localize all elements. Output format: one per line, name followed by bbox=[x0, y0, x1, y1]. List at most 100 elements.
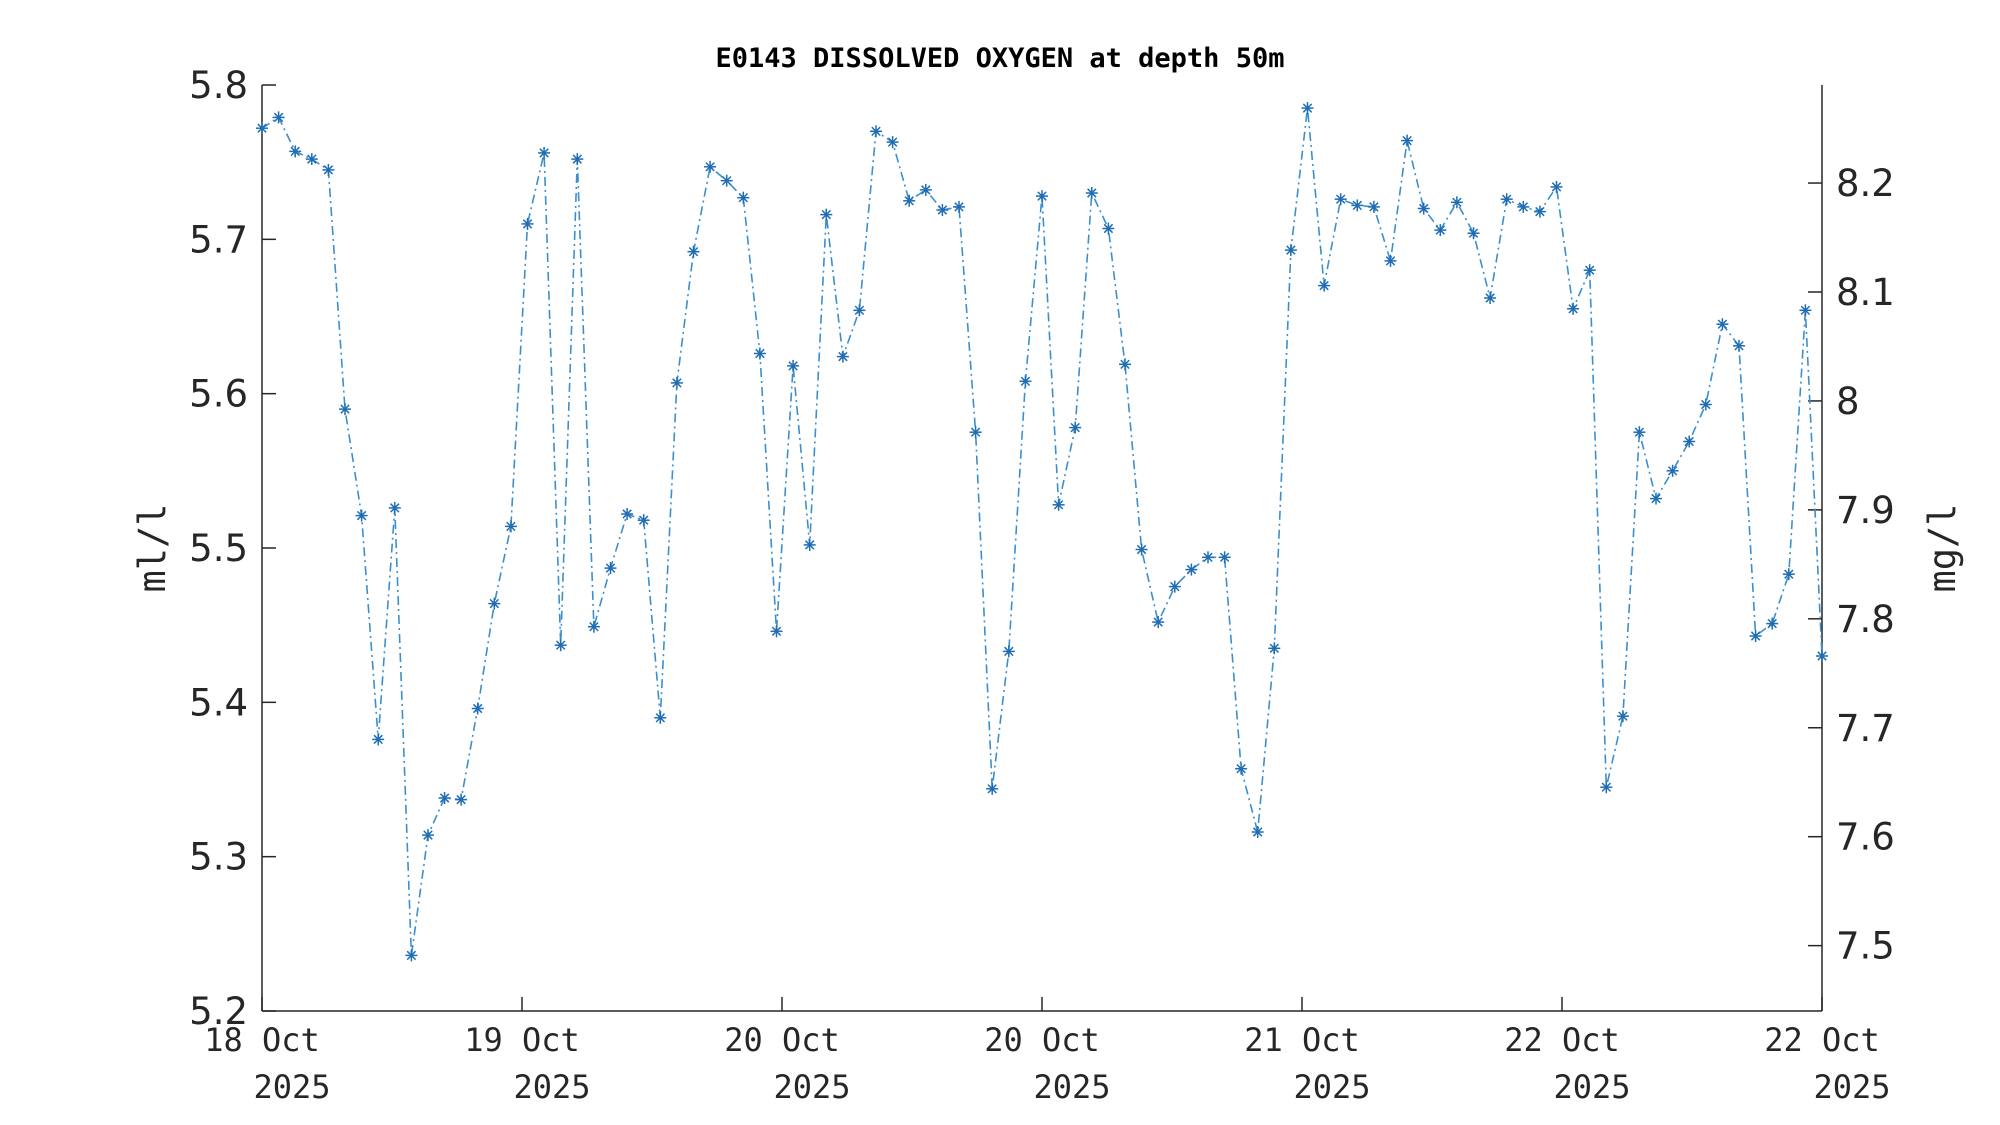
data-point-marker bbox=[986, 782, 999, 795]
x-tick-label-year: 2025 bbox=[513, 1068, 590, 1106]
right-tick-label: 8.2 bbox=[1836, 162, 1895, 205]
data-point-marker bbox=[554, 639, 567, 652]
data-point-marker bbox=[471, 702, 484, 715]
data-point-marker bbox=[1816, 650, 1828, 662]
data-point-marker bbox=[687, 245, 700, 258]
x-tick-label-day: 22 Oct bbox=[1504, 1021, 1620, 1059]
data-point-marker bbox=[538, 146, 551, 159]
x-tick-label-day: 22 Oct bbox=[1764, 1021, 1880, 1059]
data-point-marker bbox=[836, 350, 849, 363]
data-point-marker bbox=[1683, 435, 1696, 448]
data-point-marker bbox=[256, 122, 268, 135]
data-point-marker bbox=[1318, 279, 1331, 292]
data-point-marker bbox=[1284, 244, 1297, 257]
y-axis-label-left: ml/l bbox=[131, 503, 174, 592]
data-point-marker bbox=[803, 538, 816, 551]
data-point-marker bbox=[422, 829, 434, 842]
data-point-marker bbox=[504, 520, 517, 533]
data-point-marker bbox=[322, 163, 335, 176]
x-tick-label-year: 2025 bbox=[253, 1068, 330, 1106]
data-point-marker bbox=[1351, 199, 1364, 212]
data-point-marker bbox=[1583, 264, 1596, 277]
data-point-marker bbox=[405, 949, 418, 962]
data-point-marker bbox=[637, 514, 650, 527]
x-tick-label-day: 18 Oct bbox=[204, 1021, 320, 1059]
data-point-marker bbox=[1666, 464, 1679, 477]
data-point-marker bbox=[1052, 498, 1065, 511]
data-point-marker bbox=[969, 426, 982, 439]
data-point-marker bbox=[1699, 398, 1712, 411]
data-point-marker bbox=[1567, 302, 1580, 315]
data-point-marker bbox=[787, 359, 800, 372]
data-point-marker bbox=[1616, 710, 1629, 723]
data-point-marker bbox=[1782, 568, 1795, 581]
right-tick-label: 7.5 bbox=[1836, 925, 1895, 968]
data-point-marker bbox=[488, 597, 501, 610]
left-y-ticks: 5.2 5.3 5.4 5.5 5.6 5.7 5.8 bbox=[189, 64, 276, 1033]
data-point-marker bbox=[272, 111, 285, 124]
data-point-marker bbox=[1334, 193, 1347, 206]
data-point-marker bbox=[737, 191, 750, 204]
data-point-marker bbox=[1019, 375, 1032, 388]
data-point-marker bbox=[1733, 339, 1745, 352]
data-point-marker bbox=[455, 793, 468, 806]
data-point-marker bbox=[1036, 190, 1048, 203]
x-tick-label-day: 21 Oct bbox=[1244, 1021, 1360, 1059]
data-point-marker bbox=[1633, 426, 1646, 439]
x-tick-label-day: 20 Oct bbox=[984, 1021, 1100, 1059]
data-point-marker bbox=[1467, 227, 1480, 240]
left-tick-label: 5.4 bbox=[189, 681, 248, 724]
data-point-marker bbox=[1235, 762, 1248, 775]
right-y-ticks: 7.5 7.6 7.7 7.8 7.9 8 8.1 8.2 bbox=[1808, 162, 1895, 968]
data-point-marker bbox=[936, 204, 949, 216]
x-tick-label-year: 2025 bbox=[773, 1068, 850, 1106]
data-point-marker bbox=[289, 145, 302, 158]
data-point-marker bbox=[1119, 358, 1131, 371]
data-point-marker bbox=[1749, 630, 1762, 642]
data-point-marker bbox=[372, 733, 385, 746]
data-point-marker bbox=[1434, 224, 1447, 237]
data-point-marker bbox=[704, 160, 717, 173]
x-tick-label-year: 2025 bbox=[1813, 1068, 1890, 1106]
data-point-marker bbox=[1533, 205, 1546, 218]
data-point-marker bbox=[1766, 617, 1779, 630]
data-point-marker bbox=[1135, 543, 1148, 556]
data-point-marker bbox=[305, 153, 318, 166]
data-point-marker bbox=[1185, 563, 1198, 576]
data-point-marker bbox=[886, 136, 899, 149]
data-point-marker bbox=[1517, 200, 1530, 213]
data-point-marker bbox=[604, 562, 617, 575]
data-point-marker bbox=[1168, 580, 1181, 593]
right-tick-label: 8.1 bbox=[1836, 271, 1895, 314]
x-ticks: 18 Oct 2025 19 Oct 2025 20 Oct 2025 20 Oct 2025… bbox=[204, 997, 1891, 1106]
data-point-marker bbox=[870, 125, 882, 138]
data-point-marker bbox=[853, 304, 866, 317]
x-tick-label-year: 2025 bbox=[1033, 1068, 1110, 1106]
right-tick-label: 7.9 bbox=[1836, 489, 1895, 532]
left-tick-label: 5.2 bbox=[189, 990, 248, 1033]
data-point-marker bbox=[1500, 193, 1513, 206]
data-point-marker bbox=[1367, 200, 1380, 213]
axes bbox=[261, 85, 1823, 1012]
chart-title: E0143 DISSOLVED OXYGEN at depth 50m bbox=[716, 43, 1285, 74]
data-point-marker bbox=[521, 217, 534, 230]
x-tick-label-day: 19 Oct bbox=[464, 1021, 580, 1059]
data-point-marker bbox=[1484, 292, 1497, 304]
data-point-marker bbox=[1301, 102, 1314, 115]
data-point-marker bbox=[1550, 180, 1563, 193]
data-point-marker bbox=[1268, 642, 1281, 655]
series-line bbox=[261, 108, 1823, 956]
data-point-marker bbox=[1102, 222, 1115, 235]
left-tick-label: 5.5 bbox=[189, 527, 248, 570]
data-point-marker bbox=[1650, 492, 1662, 505]
left-tick-label: 5.8 bbox=[189, 64, 248, 107]
data-point-marker bbox=[720, 174, 733, 187]
right-tick-label: 7.7 bbox=[1836, 707, 1895, 750]
data-point-marker bbox=[571, 153, 584, 166]
x-tick-label-year: 2025 bbox=[1293, 1068, 1370, 1106]
data-point-marker bbox=[770, 625, 783, 638]
data-point-marker bbox=[753, 347, 766, 360]
data-point-marker bbox=[1085, 187, 1098, 199]
data-point-marker bbox=[1417, 202, 1430, 215]
